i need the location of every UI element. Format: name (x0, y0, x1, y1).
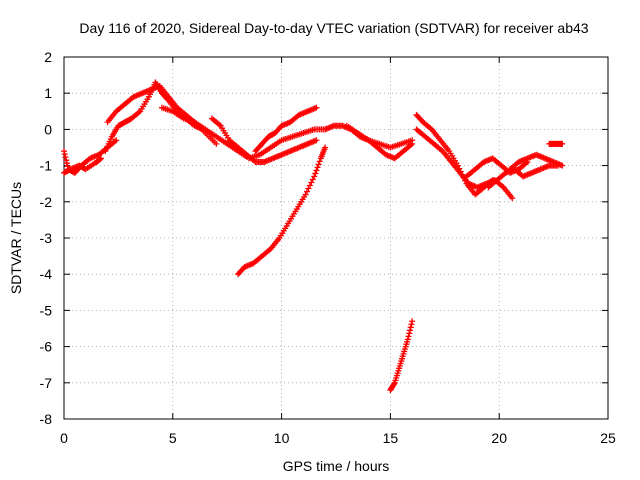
data-point (311, 173, 318, 180)
data-point (63, 157, 70, 164)
data-point (391, 381, 398, 388)
data-point (97, 155, 104, 162)
y-tick-label: 1 (44, 85, 52, 101)
data-point (408, 321, 415, 328)
data-point (409, 137, 416, 144)
x-tick-label: 15 (383, 430, 399, 446)
axis-ticks: 0 5 10 15 20 25 -8 -7 -6 -5 -4 -3 -2 -1 0 1 2 (40, 49, 616, 446)
data-point (302, 191, 309, 198)
series-sat-h (235, 144, 329, 278)
series-sat-q (546, 140, 566, 147)
data-points (61, 79, 566, 394)
data-point (559, 140, 566, 147)
y-tick-label: -5 (40, 302, 53, 318)
data-point (404, 336, 411, 343)
series-sat-k (343, 122, 416, 151)
x-tick-label: 10 (274, 430, 290, 446)
series-sat-i (387, 318, 416, 394)
y-tick-label: 2 (44, 49, 52, 65)
data-point (406, 330, 413, 337)
data-point (313, 137, 320, 144)
x-tick-label: 20 (491, 430, 507, 446)
data-point (308, 179, 315, 186)
x-tick-label: 0 (60, 430, 68, 446)
data-point (63, 160, 70, 167)
plot-area (63, 56, 609, 420)
y-tick-label: -6 (40, 339, 53, 355)
series-sat-d (104, 82, 220, 147)
y-axis-label: SDTVAR / TECUs (8, 182, 24, 294)
x-tick-label: 25 (600, 430, 616, 446)
x-axis-label: GPS time / hours (283, 458, 390, 474)
series-sat-p (507, 151, 566, 173)
data-point (305, 185, 312, 192)
series-sat-f (208, 115, 320, 165)
data-point (213, 140, 220, 147)
data-point (113, 137, 120, 144)
y-tick-label: -3 (40, 230, 53, 246)
data-point (322, 144, 329, 151)
data-point (314, 164, 321, 171)
y-tick-label: -1 (40, 158, 53, 174)
data-point (405, 333, 412, 340)
y-tick-label: -7 (40, 375, 53, 391)
data-point (509, 195, 516, 202)
x-tick-label: 5 (169, 430, 177, 446)
data-point (306, 182, 313, 189)
data-point (309, 176, 316, 183)
series-sat-g (252, 104, 320, 155)
data-point (409, 318, 416, 325)
data-point (407, 324, 414, 331)
y-tick-label: 0 (44, 121, 52, 137)
data-point (62, 154, 69, 161)
y-tick-label: -4 (40, 266, 53, 282)
data-point (303, 188, 310, 195)
y-tick-label: -2 (40, 194, 53, 210)
data-point (313, 104, 320, 111)
series-sat-b (61, 155, 104, 176)
y-tick-label: -8 (40, 411, 53, 427)
data-point (315, 161, 322, 168)
data-point (406, 327, 413, 334)
data-point (559, 162, 566, 169)
data-point (312, 170, 319, 177)
data-point (316, 158, 323, 165)
data-point (313, 167, 320, 174)
chart-title: Day 116 of 2020, Sidereal Day-to-day VTE… (79, 20, 588, 36)
grid (64, 57, 608, 419)
data-point (61, 148, 67, 155)
data-point (61, 151, 68, 158)
